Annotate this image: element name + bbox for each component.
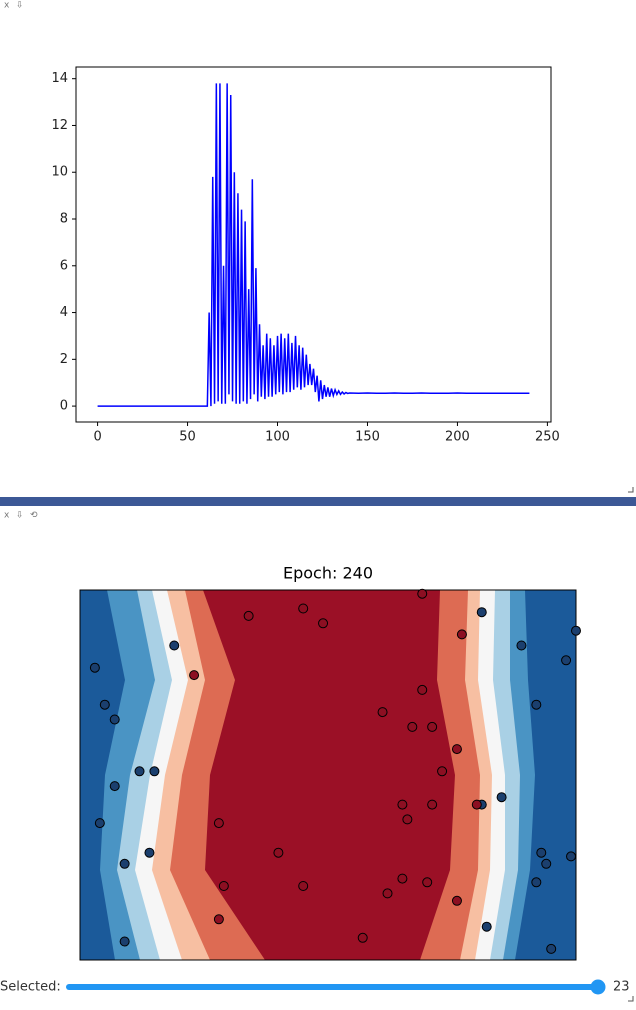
data-point <box>273 847 284 858</box>
data-point <box>516 640 527 651</box>
data-point <box>99 699 110 710</box>
data-point <box>298 603 309 614</box>
data-point <box>536 847 547 858</box>
y-tick-label: 8 <box>60 212 68 227</box>
data-point <box>546 943 557 954</box>
data-point <box>357 932 368 943</box>
y-tick-label: 10 <box>51 165 68 180</box>
y-tick-label: 4 <box>60 305 68 320</box>
data-point <box>109 714 120 725</box>
x-tick-label: 0 <box>93 430 101 445</box>
y-tick-label: 12 <box>51 118 68 133</box>
data-point <box>169 640 180 651</box>
data-point <box>561 655 572 666</box>
data-point <box>531 699 542 710</box>
data-point <box>89 662 100 673</box>
data-point <box>119 858 130 869</box>
slider-value: 23 <box>613 980 630 995</box>
y-tick-label: 14 <box>51 71 68 86</box>
data-point <box>476 607 487 618</box>
data-point <box>437 766 448 777</box>
data-point <box>471 799 482 810</box>
data-point <box>427 721 438 732</box>
data-point <box>496 792 507 803</box>
data-point <box>243 610 254 621</box>
data-point <box>377 707 388 718</box>
data-point <box>566 851 577 862</box>
close-output[interactable]: x <box>4 511 10 521</box>
data-point <box>531 877 542 888</box>
data-point <box>402 814 413 825</box>
cell-separator <box>0 497 636 506</box>
resize-handle[interactable] <box>628 487 634 493</box>
data-point <box>417 588 428 599</box>
x-tick-label: 150 <box>355 430 380 445</box>
data-point <box>189 670 200 681</box>
data-point <box>397 873 408 884</box>
slider-track[interactable] <box>66 984 598 990</box>
loss-line <box>97 83 530 407</box>
decision-contours <box>80 590 576 960</box>
data-point <box>481 921 492 932</box>
data-point <box>218 881 229 891</box>
data-point <box>422 877 433 888</box>
y-tick-label: 6 <box>60 258 68 273</box>
data-point <box>213 818 224 829</box>
x-tick-label: 250 <box>535 430 560 445</box>
resize-handle[interactable] <box>628 996 634 1002</box>
data-point <box>134 766 145 777</box>
plot-frame <box>79 589 577 961</box>
y-tick-label: 2 <box>60 352 68 367</box>
data-point <box>149 766 160 777</box>
data-point <box>144 847 155 858</box>
data-point <box>456 629 467 640</box>
data-point <box>94 818 105 829</box>
x-tick-label: 200 <box>445 430 470 445</box>
slider-label: Selected: <box>0 980 61 995</box>
download-output[interactable]: ⇩ <box>16 1 24 11</box>
slider-handle[interactable] <box>590 979 606 995</box>
data-point <box>213 914 224 925</box>
plot-frame <box>75 66 552 423</box>
download-output[interactable]: ⇩ <box>16 511 24 521</box>
data-point <box>407 721 418 732</box>
y-tick-label: 0 <box>60 399 68 414</box>
close-output[interactable]: x <box>4 1 10 11</box>
data-point <box>298 881 309 891</box>
x-tick-label: 50 <box>179 430 196 445</box>
data-point <box>417 684 428 695</box>
data-point <box>451 744 462 755</box>
refresh-output[interactable]: ⟲ <box>30 511 38 521</box>
x-tick-label: 100 <box>265 430 290 445</box>
chart-title: Epoch: 240 <box>283 564 373 583</box>
data-point <box>119 936 130 947</box>
data-point <box>451 895 462 906</box>
data-point <box>318 618 329 629</box>
data-point <box>109 781 120 792</box>
data-point <box>397 799 408 810</box>
data-point <box>382 888 393 899</box>
data-point <box>541 858 552 869</box>
data-point <box>427 799 438 810</box>
data-point <box>571 625 581 636</box>
